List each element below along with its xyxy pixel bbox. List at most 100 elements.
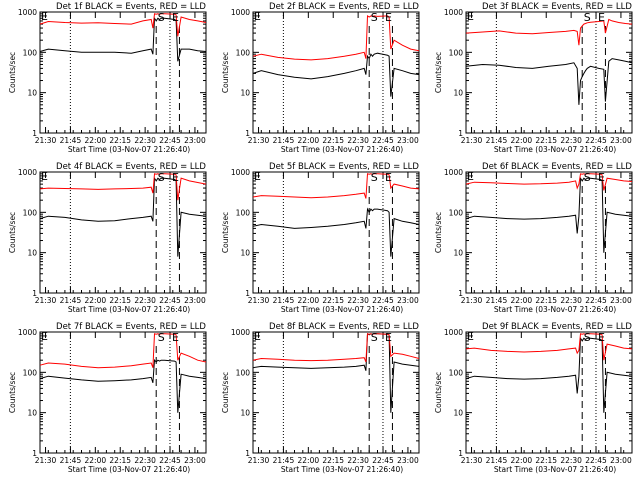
x-axis-label: Start Time (03-Nov-07 21:26:40) [494,465,616,474]
x-tick-label: 22:30 [134,296,156,305]
lld-series-line [465,333,633,361]
events-series-line [39,359,207,413]
x-tick-label: 21:30 [248,136,270,145]
y-tick-label: 1000 [444,168,463,177]
y-tick-label: 10 [453,249,463,258]
x-tick-label: 23:00 [184,136,206,145]
x-tick-label: 22:45 [372,296,394,305]
y-axis-label: Counts/sec [434,372,443,413]
y-tick-label: 1 [32,129,37,138]
y-tick-label: 10 [453,89,463,98]
events-series-line [252,52,420,97]
y-axis-label: Counts/sec [434,52,443,93]
y-tick-label: 100 [236,368,251,377]
y-tick-label: 10 [453,409,463,418]
events-series-line [465,58,633,105]
panel-title: Det 5f BLACK = Events, RED = LLD [269,162,419,172]
x-tick-label: 22:45 [372,456,394,465]
y-tick-label: 10 [27,249,37,258]
lld-series-line [39,173,207,201]
x-tick-label: 22:30 [134,456,156,465]
y-axis-label: Counts/sec [221,212,230,253]
x-tick-label: 22:15 [322,456,344,465]
x-axis-label: Start Time (03-Nov-07 21:26:40) [68,465,190,474]
panel-det-7: Det 7f BLACK = Events, RED = LLD 1 10 100 10… [8,322,207,474]
panel-det-5: Det 5f BLACK = Events, RED = LLD 1 10 100 10… [221,162,420,314]
x-tick-label: 22:15 [535,456,557,465]
plot-frame [252,171,420,294]
panel-det-1: Det 1f BLACK = Events, RED = LLD 1 10 100 10… [8,2,207,154]
x-tick-label: 22:45 [159,136,181,145]
y-tick-label: 10 [27,409,37,418]
panel-title: Det 6f BLACK = Events, RED = LLD [482,162,632,172]
y-tick-label: 1 [32,449,37,458]
panel-title: Det 2f BLACK = Events, RED = LLD [269,2,419,12]
events-series-line [252,332,420,413]
y-axis-label: Counts/sec [434,212,443,253]
y-axis-label: Counts/sec [8,52,17,93]
end-marker: E [172,331,179,344]
panel-det-6: Det 6f BLACK = Events, RED = LLD 1 10 100 10… [434,162,633,314]
x-tick-label: 23:00 [610,136,632,145]
x-tick-label: 21:30 [35,296,57,305]
x-tick-label: 21:45 [60,296,82,305]
x-tick-label: 22:30 [134,136,156,145]
start-marker: S [584,331,591,344]
x-tick-label: 21:45 [486,136,508,145]
x-tick-label: 22:00 [298,136,320,145]
x-axis-label: Start Time (03-Nov-07 21:26:40) [494,305,616,314]
y-tick-label: 1 [458,129,463,138]
lld-series-line [252,15,420,61]
events-series-line [39,16,207,62]
x-tick-label: 23:00 [397,296,419,305]
x-tick-label: 22:15 [535,136,557,145]
y-tick-label: 1000 [444,8,463,17]
y-tick-label: 100 [449,368,464,377]
corner-e-marker: E [254,10,261,23]
x-tick-label: 22:45 [159,296,181,305]
panel-title: Det 9f BLACK = Events, RED = LLD [482,322,632,332]
start-marker: S [158,331,165,344]
y-tick-label: 100 [449,48,464,57]
x-tick-label: 22:30 [560,296,582,305]
x-tick-label: 22:30 [347,296,369,305]
plot-frame [252,331,420,454]
y-tick-label: 1000 [231,8,250,17]
plot-frame [39,171,207,294]
plot-frame [39,331,207,454]
corner-e-marker: E [467,10,474,23]
panel-title: Det 8f BLACK = Events, RED = LLD [269,322,419,332]
x-tick-label: 22:00 [511,136,533,145]
x-tick-label: 21:45 [273,296,295,305]
x-tick-label: 21:30 [461,456,483,465]
x-tick-label: 22:00 [85,136,107,145]
x-tick-label: 23:00 [610,456,632,465]
y-tick-label: 1 [245,129,250,138]
y-tick-label: 1 [458,289,463,298]
x-tick-label: 22:45 [159,456,181,465]
y-tick-label: 1000 [18,8,37,17]
x-tick-label: 22:30 [347,136,369,145]
start-marker: S [158,171,165,184]
x-tick-label: 21:45 [273,136,295,145]
end-marker: E [385,331,392,344]
y-axis-label: Counts/sec [8,372,17,413]
panel-det-3: Det 3f BLACK = Events, RED = LLD 1 10 100 10… [434,2,633,154]
x-axis-label: Start Time (03-Nov-07 21:26:40) [494,145,616,154]
lld-series-line [252,333,420,363]
x-tick-label: 22:30 [560,456,582,465]
x-tick-label: 22:00 [85,456,107,465]
panel-det-9: Det 9f BLACK = Events, RED = LLD 1 10 100 10… [434,322,633,474]
x-axis-label: Start Time (03-Nov-07 21:26:40) [281,305,403,314]
x-tick-label: 22:45 [585,456,607,465]
plot-frame [465,11,633,134]
x-tick-label: 22:15 [109,456,131,465]
panel-title: Det 4f BLACK = Events, RED = LLD [56,162,206,172]
corner-e-marker: E [467,330,474,343]
y-axis-label: Counts/sec [221,52,230,93]
x-axis-label: Start Time (03-Nov-07 21:26:40) [281,465,403,474]
y-tick-label: 1 [245,289,250,298]
x-tick-label: 22:00 [298,456,320,465]
events-series-line [465,176,633,253]
x-tick-label: 22:30 [347,456,369,465]
